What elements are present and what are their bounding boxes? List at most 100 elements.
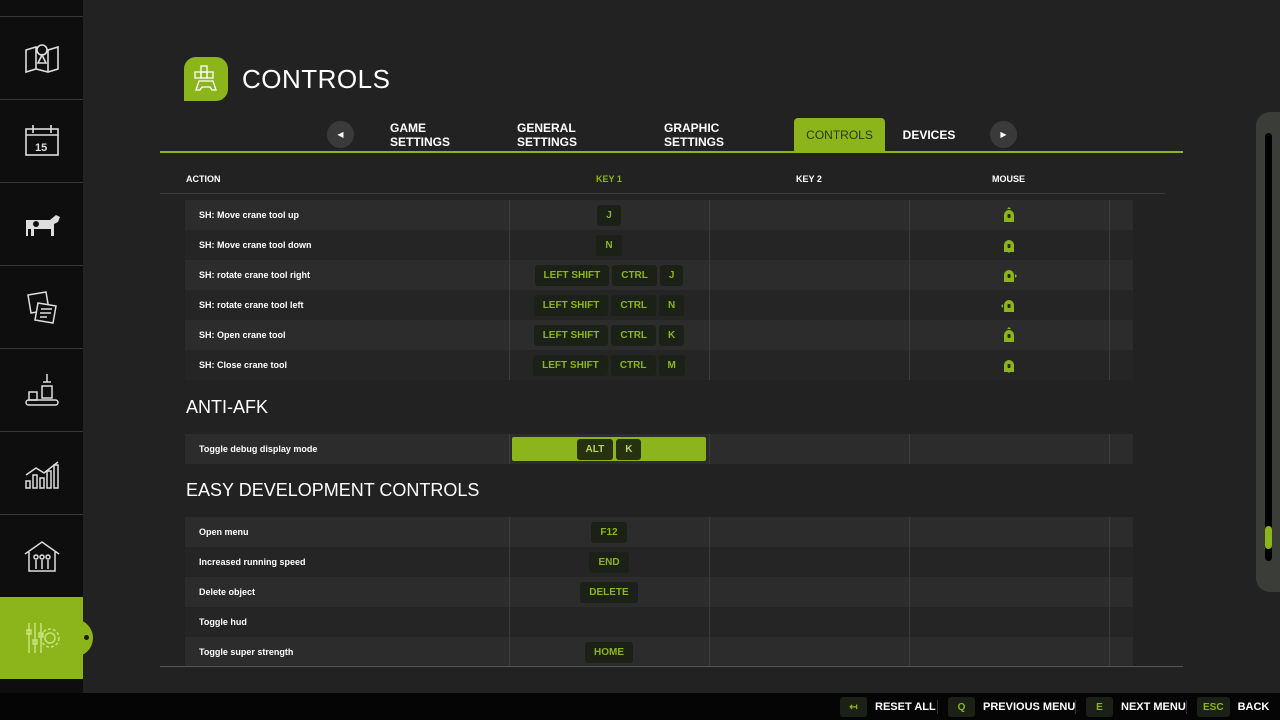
table-row[interactable]: Toggle super strength HOME (185, 637, 1133, 667)
reset-all-button[interactable]: ↤ RESET ALL (840, 697, 936, 717)
key1-cell[interactable] (509, 607, 709, 637)
key1-cell[interactable]: END (509, 547, 709, 577)
sidebar-item-settings[interactable] (0, 597, 93, 679)
sidebar-item-calendar[interactable]: 15 (0, 99, 83, 181)
tab-controls[interactable]: CONTROLS (794, 118, 885, 151)
next-menu-button[interactable]: E NEXT MENU (1086, 697, 1186, 717)
table-row[interactable]: SH: Move crane tool down N (185, 230, 1133, 260)
column-divider (709, 517, 710, 667)
tab-game-settings[interactable]: GAME SETTINGS (390, 120, 451, 149)
map-icon (22, 38, 62, 78)
mouse-down-icon (1000, 236, 1018, 254)
section-heading: EASY DEVELOPMENT CONTROLS (186, 480, 480, 500)
key2-cell[interactable] (709, 230, 909, 260)
table-row[interactable]: SH: Close crane tool LEFT SHIFT CTRL M (185, 350, 1133, 380)
table-row[interactable]: Increased running speed END (185, 547, 1133, 577)
scrollbar-thumb[interactable] (1265, 525, 1272, 549)
sidebar-item-cow[interactable] (0, 182, 83, 264)
mouse-cell[interactable] (909, 577, 1109, 607)
table-row[interactable]: SH: rotate crane tool left LEFT SHIFT CTRL… (185, 290, 1133, 320)
key1-cell[interactable]: LEFT SHIFT CTRL M (509, 350, 709, 380)
mouse-cell[interactable] (909, 260, 1109, 290)
mouse-cell[interactable] (909, 637, 1109, 667)
footer-separator (1186, 700, 1187, 714)
tab-graphic-settings[interactable]: GRAPHIC SETTINGS (664, 120, 725, 149)
action-label: Delete object (199, 587, 256, 597)
action-label: Increased running speed (199, 557, 306, 567)
next-tab-button[interactable]: ▶ (990, 121, 1017, 148)
key1-cell[interactable]: N (509, 230, 709, 260)
mouse-cell[interactable] (909, 434, 1109, 464)
key1-cell[interactable]: F12 (509, 517, 709, 547)
sidebar-item-contracts[interactable] (0, 265, 83, 347)
key1-cell[interactable]: LEFT SHIFT CTRL J (509, 260, 709, 290)
key2-cell[interactable] (709, 577, 909, 607)
key2-cell[interactable] (709, 290, 909, 320)
key-chip: J (659, 264, 684, 286)
sidebar-item-statistics[interactable] (0, 431, 83, 513)
mouse-cell[interactable] (909, 200, 1109, 230)
column-divider (909, 434, 910, 464)
production-icon (22, 370, 62, 410)
table-row[interactable]: Open menu F12 (185, 517, 1133, 547)
key1-cell[interactable]: LEFT SHIFT CTRL N (509, 290, 709, 320)
sidebar-item-workers-barn[interactable] (0, 514, 83, 596)
mouse-cell[interactable] (909, 350, 1109, 380)
tab-devices[interactable]: DEVICES (902, 127, 956, 142)
mouse-down-icon (1000, 356, 1018, 374)
mouse-left-icon (1000, 296, 1018, 314)
key2-cell[interactable] (709, 200, 909, 230)
key2-cell[interactable] (709, 637, 909, 667)
key2-cell[interactable] (709, 607, 909, 637)
key-chip: K (659, 324, 685, 346)
previous-menu-button[interactable]: Q PREVIOUS MENU (948, 697, 1075, 717)
mouse-cell[interactable] (909, 320, 1109, 350)
table-row[interactable]: SH: Move crane tool up J (185, 200, 1133, 230)
tab-general-settings[interactable]: GENERAL SETTINGS (517, 120, 578, 149)
mouse-cell[interactable] (909, 290, 1109, 320)
statistics-icon (22, 453, 62, 493)
key1-cell[interactable]: LEFT SHIFT CTRL K (509, 320, 709, 350)
key2-cell[interactable] (709, 547, 909, 577)
key-chip: CTRL (610, 354, 656, 376)
mouse-cell[interactable] (909, 547, 1109, 577)
table-row[interactable]: Toggle hud (185, 607, 1133, 637)
key-chip: LEFT SHIFT (533, 324, 609, 346)
key2-cell[interactable] (709, 260, 909, 290)
back-button[interactable]: ESC BACK (1197, 697, 1269, 717)
controls-header-icon (184, 57, 228, 101)
table-row[interactable]: SH: rotate crane tool right LEFT SHIFT CTR… (185, 260, 1133, 290)
footer-bar (0, 693, 1280, 720)
key-hint: ESC (1197, 697, 1230, 717)
key-chip: N (596, 234, 622, 256)
scrollbar-track[interactable] (1265, 133, 1272, 561)
key1-cell[interactable]: DELETE (509, 577, 709, 607)
action-label: Toggle debug display mode (199, 444, 318, 454)
key-chip: CTRL (612, 264, 657, 286)
table-row[interactable]: Delete object DELETE (185, 577, 1133, 607)
selected-key1-cell[interactable]: ALT K (512, 437, 706, 461)
column-divider (709, 200, 710, 380)
key1-cell[interactable]: HOME (509, 637, 709, 667)
key-chip: CTRL (611, 324, 657, 346)
key1-cell[interactable]: J (509, 200, 709, 230)
action-label: SH: Move crane tool down (199, 240, 312, 250)
column-divider (1109, 200, 1110, 380)
key-chip: LEFT SHIFT (533, 354, 608, 376)
calendar-icon: 15 (22, 121, 62, 161)
column-header-action: ACTION (186, 174, 221, 184)
key2-cell[interactable] (709, 434, 909, 464)
settings-icon (22, 618, 62, 658)
mouse-cell[interactable] (909, 230, 1109, 260)
table-row[interactable]: SH: Open crane tool LEFT SHIFT CTRL K (185, 320, 1133, 350)
key2-cell[interactable] (709, 350, 909, 380)
key2-cell[interactable] (709, 320, 909, 350)
key2-cell[interactable] (709, 517, 909, 547)
previous-tab-button[interactable]: ◀ (327, 121, 354, 148)
header-divider (160, 193, 1165, 194)
mouse-cell[interactable] (909, 517, 1109, 547)
sidebar-item-map[interactable] (0, 16, 83, 98)
sidebar-item-production[interactable] (0, 348, 83, 430)
tab-underline (160, 151, 1183, 153)
mouse-cell[interactable] (909, 607, 1109, 637)
